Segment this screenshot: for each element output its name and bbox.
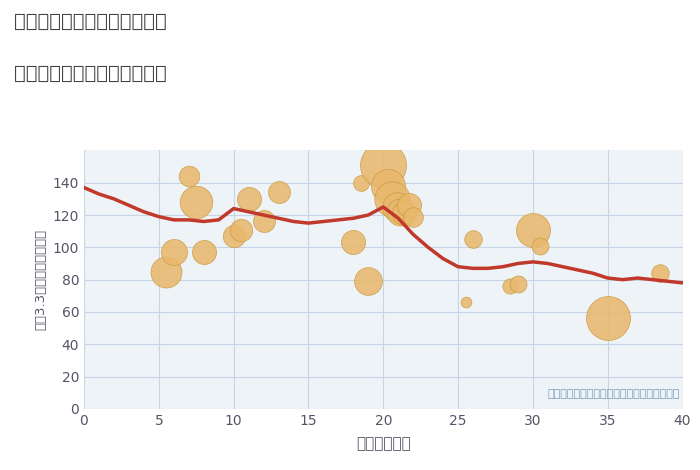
Point — [535, 242, 546, 250]
Point — [382, 182, 393, 190]
Point — [363, 277, 374, 285]
Text: 神奈川県横浜市中区本牧元町: 神奈川県横浜市中区本牧元町 — [14, 12, 167, 31]
Point — [512, 281, 524, 288]
Point — [161, 268, 172, 275]
Point — [394, 208, 405, 216]
Point — [190, 198, 202, 206]
Point — [243, 195, 254, 203]
X-axis label: 築年数（年）: 築年数（年） — [356, 436, 411, 451]
Point — [398, 210, 409, 217]
Point — [273, 188, 284, 196]
Point — [198, 249, 209, 256]
Point — [391, 203, 402, 211]
Point — [468, 235, 479, 243]
Point — [348, 239, 359, 246]
Point — [460, 298, 471, 306]
Point — [183, 172, 195, 180]
Text: 円の大きさは、取引のあった物件面積を示す: 円の大きさは、取引のあった物件面積を示す — [547, 389, 680, 399]
Point — [386, 195, 398, 203]
Point — [654, 269, 666, 277]
Point — [378, 161, 389, 169]
Y-axis label: 坪（3.3㎡）単価（万円）: 坪（3.3㎡）単価（万円） — [34, 229, 47, 330]
Point — [403, 202, 414, 209]
Point — [602, 315, 613, 322]
Point — [407, 213, 419, 220]
Point — [505, 282, 516, 290]
Point — [258, 218, 269, 225]
Point — [228, 232, 239, 240]
Point — [355, 179, 366, 187]
Point — [235, 226, 246, 233]
Text: 築年数別中古マンション価格: 築年数別中古マンション価格 — [14, 63, 167, 82]
Point — [168, 249, 179, 256]
Point — [527, 226, 538, 233]
